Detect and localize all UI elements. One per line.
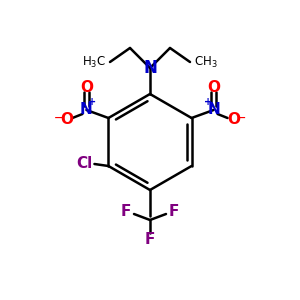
Text: +: + (203, 97, 211, 107)
Text: Cl: Cl (76, 157, 93, 172)
Text: +: + (88, 97, 97, 107)
Text: F: F (121, 205, 131, 220)
Text: O: O (207, 80, 220, 95)
Text: −: − (237, 113, 246, 123)
Text: O: O (80, 80, 93, 95)
Text: H$_3$C: H$_3$C (82, 54, 106, 70)
Text: CH$_3$: CH$_3$ (194, 54, 218, 70)
Text: O: O (227, 112, 240, 128)
Text: O: O (60, 112, 73, 128)
Text: −: − (54, 113, 63, 123)
Text: N: N (207, 103, 220, 118)
Text: F: F (145, 232, 155, 247)
Text: N: N (80, 103, 93, 118)
Text: N: N (143, 59, 157, 77)
Text: F: F (169, 205, 179, 220)
